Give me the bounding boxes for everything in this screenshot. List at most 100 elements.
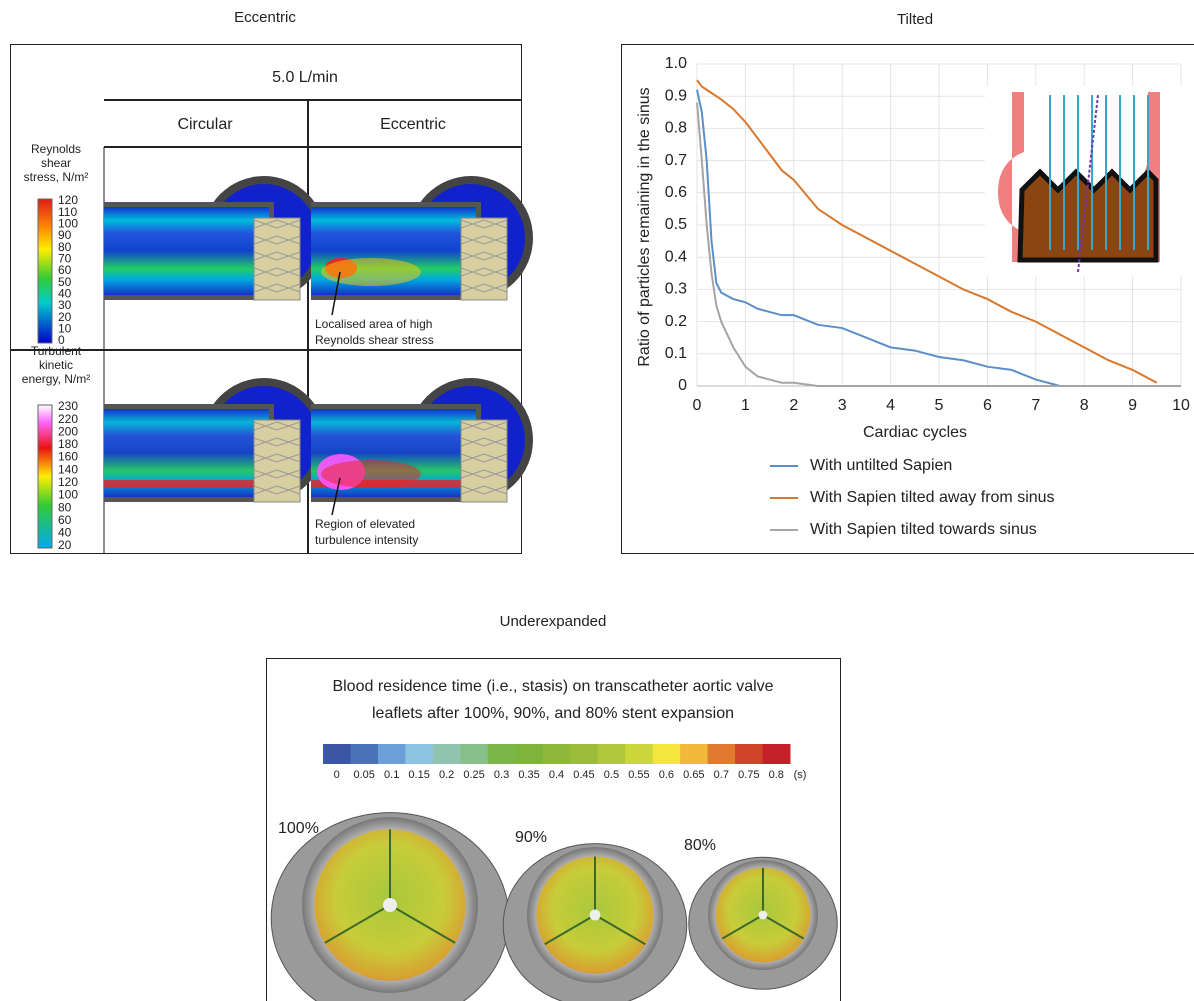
scale-title: shear [41,156,71,170]
annotation: Region of elevated [315,517,415,531]
line-chart: Tilted 0 1 2 3 4 5 6 7 8 9 10 0 0.1 0.2 0.3 0.4 0.5 0.6 0.7… [636,11,1190,538]
scale-label: 0.25 [463,769,484,781]
valve-center [590,910,601,921]
color-scale-segment [350,744,378,764]
color-scale-segment [543,744,571,764]
x-tick-label: 6 [983,397,992,414]
y-tick-label: 0.1 [665,345,687,362]
color-scale-segment [598,744,626,764]
scale-title: energy, N/m² [22,372,90,386]
hot-spot-halo [321,258,421,286]
color-scale-segment [735,744,763,764]
flow-band [104,480,254,488]
valve-center [383,898,397,912]
y-axis-label: Ratio of particles remaining in the sinu… [636,87,653,366]
expansion-label: 80% [684,837,716,854]
x-tick-label: 3 [838,397,847,414]
valve-center [759,911,768,920]
figure: Eccentric 5.0 L/min Circular Eccentric T… [0,0,1194,1001]
scale-label: 0.35 [518,769,539,781]
scale-label: 0.5 [604,769,619,781]
chart-title: Tilted [897,11,933,28]
expansion-label: 100% [278,820,319,837]
y-tick-label: 0.7 [665,152,687,169]
scale-label: 0.1 [384,769,399,781]
y-tick-label: 0.3 [665,281,687,298]
scale-label: 0.4 [549,769,564,781]
valves [271,813,837,1001]
y-tick-label: 0.4 [665,248,687,265]
expansion-label: 90% [515,829,547,846]
x-tick-label: 1 [741,397,750,414]
scale-label: 0.8 [769,769,784,781]
flow-label: 5.0 L/min [272,69,338,86]
scale-title: stress, N/m² [24,170,89,184]
scale-label: 0.6 [659,769,674,781]
scale-label: 20 [58,538,72,552]
hot-spot-halo [321,460,421,488]
scale-label: 0.05 [353,769,374,781]
valve-stent [461,218,507,300]
color-scale [38,199,52,343]
color-scale-segment [515,744,543,764]
x-tick-label: 5 [935,397,944,414]
color-scale-segment [405,744,433,764]
valve-stent [461,420,507,502]
y-tick-label: 0.5 [665,216,687,233]
color-scale-segment [653,744,681,764]
x-tick-label: 0 [693,397,702,414]
column-label: Eccentric [380,116,446,133]
y-tick-label: 0 [678,377,687,394]
valve-stent [254,420,300,502]
scale-title: Turbulent [31,344,82,358]
x-tick-label: 4 [886,397,895,414]
scale-label: 0.55 [628,769,649,781]
color-scale-segment [323,744,351,764]
color-scale-segment [625,744,653,764]
y-tick-label: 0.2 [665,313,687,330]
legend-label: With Sapien tilted away from sinus [810,489,1055,506]
x-tick-label: 8 [1080,397,1089,414]
legend-label: With Sapien tilted towards sinus [810,521,1037,538]
scale-label: 0.75 [738,769,759,781]
column-label: Circular [177,116,233,133]
color-scale-segment [708,744,736,764]
legend-label: With untilted Sapien [810,457,952,474]
scale-title: kinetic [39,358,73,372]
panel-title: Underexpanded [500,613,607,630]
y-tick-label: 1.0 [665,55,687,72]
page: Eccentric 5.0 L/min Circular Eccentric T… [0,0,1194,1001]
annotation: Reynolds shear stress [315,333,434,347]
scale-label: 0.7 [714,769,729,781]
x-tick-label: 2 [789,397,798,414]
y-tick-label: 0.8 [665,120,687,137]
scale-label: 0.45 [573,769,594,781]
scale-label: 0.15 [408,769,429,781]
panel-title: Eccentric [234,9,296,26]
annotation: Localised area of high [315,317,432,331]
valve-stent [254,218,300,300]
y-tick-label: 0.6 [665,184,687,201]
caption: leaflets after 100%, 90%, and 80% stent … [372,705,734,722]
scale-label: 0.65 [683,769,704,781]
scale-label: 0 [334,769,340,781]
scale-label: 0.3 [494,769,509,781]
color-scale-segment [763,744,791,764]
color-scale-segment [378,744,406,764]
x-tick-label: 9 [1128,397,1137,414]
scale-unit: (s) [794,769,807,781]
x-axis-label: Cardiac cycles [863,424,967,441]
color-scale-segment [433,744,461,764]
y-tick-label: 0.9 [665,87,687,104]
scale-title: Reynolds [31,142,81,156]
color-scale-segment [570,744,598,764]
color-scale-segment [488,744,516,764]
color-scale-segment [680,744,708,764]
flow-channel [104,207,269,295]
x-tick-label: 10 [1172,397,1190,414]
x-tick-label: 7 [1031,397,1040,414]
color-scale-segment [460,744,488,764]
scale-label: 0.2 [439,769,454,781]
annotation: turbulence intensity [315,533,418,547]
color-scale [38,405,52,548]
